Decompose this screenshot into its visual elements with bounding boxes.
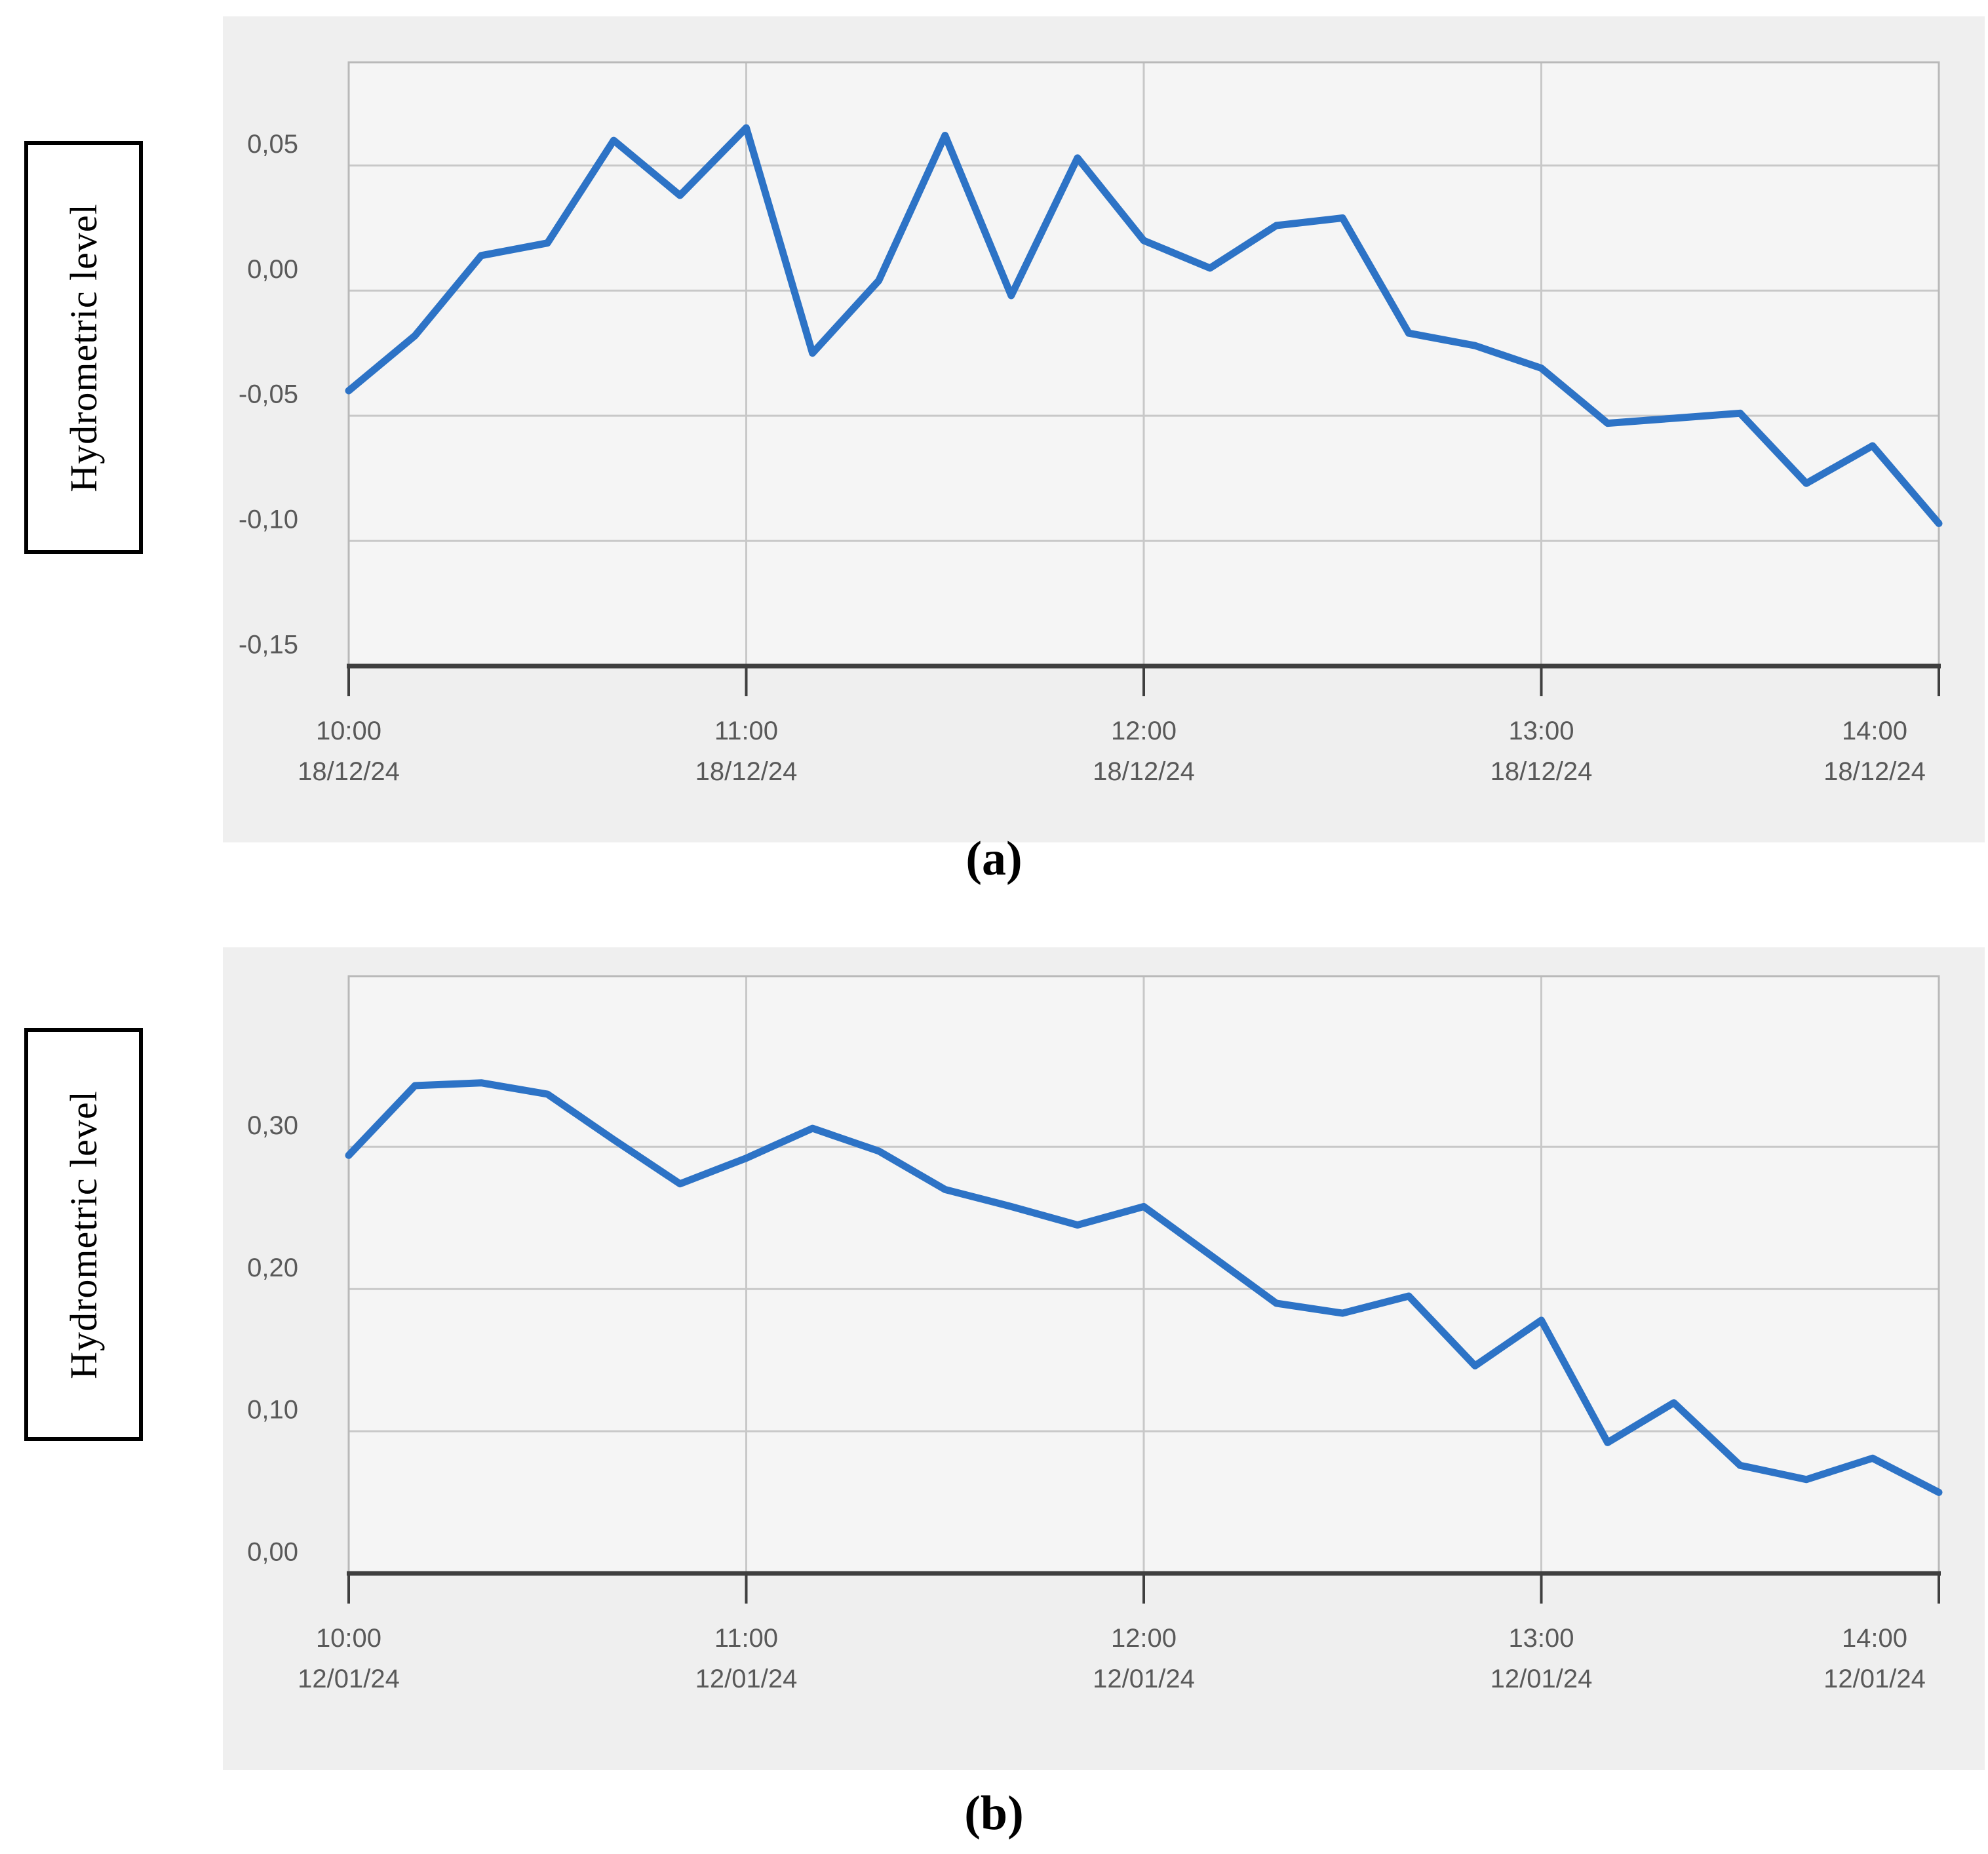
x-tick-time: 14:00: [1842, 1624, 1907, 1653]
chart-panel-a: 0,05 0,00 -0,05 -0,10 -0,15 10:00 18/12/24 11:0…: [223, 16, 1985, 842]
figure-caption-a: (a): [965, 832, 1023, 886]
x-tick-time: 14:00: [1842, 717, 1907, 745]
x-tick-time: 11:00: [714, 717, 778, 745]
series-line: [345, 1079, 1943, 1496]
x-tick-time: 10:00: [316, 717, 381, 745]
y-axis-label-b: Hydrometric level: [62, 1090, 105, 1379]
x-tick-date: 18/12/24: [695, 757, 798, 786]
y-tick-label: 0,30: [247, 1111, 298, 1140]
y-tick-label: -0,15: [239, 631, 298, 660]
chart-panel-b: 0,30 0,20 0,10 0,00 10:00 12/01/24 11:00 12/01/…: [223, 947, 1985, 1770]
y-tick-label: 0,00: [247, 255, 298, 284]
figure-caption-b: (b): [964, 1786, 1024, 1840]
series-line: [345, 124, 1943, 527]
hydrometric-line-chart-b: 0,30 0,20 0,10 0,00 10:00 12/01/24 11:00 12/01/…: [247, 975, 1943, 1693]
x-tick-time: 10:00: [316, 1624, 381, 1653]
plot-border: [347, 61, 1940, 666]
x-tick-date: 18/12/24: [298, 757, 400, 786]
hydrometric-line-chart-a: 0,05 0,00 -0,05 -0,10 -0,15 10:00 18/12/24 11:0…: [239, 61, 1943, 786]
x-tick-date: 12/01/24: [1823, 1665, 1926, 1693]
y-tick-label: 0,10: [247, 1396, 298, 1425]
x-tick-date: 18/12/24: [1823, 757, 1926, 786]
x-tick-time: 12:00: [1111, 717, 1177, 745]
y-axis-label-box-b: Hydrometric level: [24, 1028, 143, 1441]
y-tick-label: 0,05: [247, 130, 298, 159]
x-tick-date: 12/01/24: [695, 1665, 798, 1693]
x-tick-date: 12/01/24: [1491, 1665, 1593, 1693]
y-axis-label-box-a: Hydrometric level: [24, 141, 143, 554]
x-tick-date: 12/01/24: [298, 1665, 400, 1693]
y-axis-label-a: Hydrometric level: [62, 203, 105, 492]
x-tick-date: 12/01/24: [1093, 1665, 1195, 1693]
x-tick-time: 13:00: [1508, 717, 1574, 745]
y-tick-label: 0,20: [247, 1253, 298, 1282]
y-tick-label: -0,05: [239, 380, 298, 409]
plot-border: [347, 975, 1940, 1573]
x-tick-time: 12:00: [1111, 1624, 1177, 1653]
x-tick-date: 18/12/24: [1093, 757, 1195, 786]
x-tick-time: 13:00: [1508, 1624, 1574, 1653]
y-tick-label: -0,10: [239, 505, 298, 534]
y-tick-label: 0,00: [247, 1538, 298, 1567]
x-tick-date: 18/12/24: [1491, 757, 1593, 786]
x-tick-time: 11:00: [714, 1624, 778, 1653]
